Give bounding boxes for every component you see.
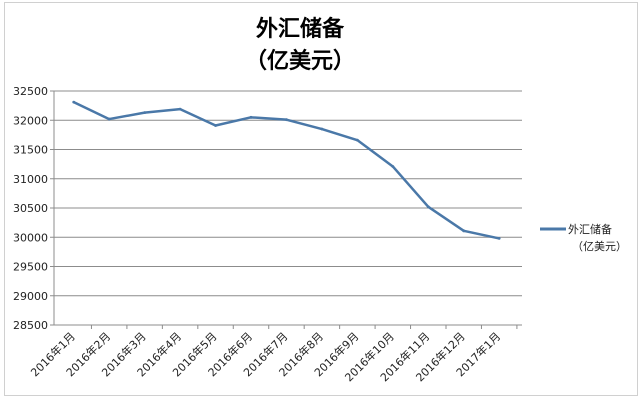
legend-label-line2: （亿美元） (572, 240, 627, 253)
chart-frame (4, 2, 638, 396)
data-point (178, 107, 182, 111)
chart-title-line1: 外汇储备 (255, 17, 344, 42)
x-tick-labels: 2016年1月2016年2月2016年3月2016年4月2016年5月2016年… (28, 329, 504, 384)
y-tick-label: 32000 (13, 114, 48, 127)
data-point (497, 237, 501, 240)
series-lines (72, 100, 501, 240)
y-tick-label: 29500 (13, 261, 48, 274)
data-point (355, 138, 359, 142)
legend: 外汇储备 （亿美元） (540, 222, 627, 253)
chart-title-line2: （亿美元） (244, 49, 355, 74)
y-tick-label: 29000 (13, 290, 48, 303)
data-point (107, 117, 111, 121)
y-tick-label: 32500 (13, 85, 48, 98)
y-tick-label: 31000 (13, 173, 48, 186)
axes (50, 90, 522, 329)
data-point (426, 205, 430, 209)
data-point (143, 111, 147, 115)
grid-lines (54, 90, 522, 326)
data-point (249, 115, 253, 119)
y-tick-labels: 32500 32000 31500 31000 30500 30000 29500 29000… (13, 85, 48, 332)
series-line (73, 100, 500, 240)
y-tick-label: 28500 (13, 319, 48, 332)
chart-title: 外汇储备 （亿美元） (0, 14, 600, 78)
data-point (72, 100, 76, 104)
legend-label-line1: 外汇储备 (568, 222, 612, 236)
data-point (214, 124, 217, 127)
data-point (320, 127, 324, 131)
data-point (462, 229, 466, 233)
data-point (285, 118, 288, 122)
y-tick-label: 30000 (13, 231, 48, 244)
data-point (391, 165, 395, 168)
y-tick-label: 31500 (13, 144, 48, 157)
y-tick-label: 30500 (13, 202, 48, 215)
